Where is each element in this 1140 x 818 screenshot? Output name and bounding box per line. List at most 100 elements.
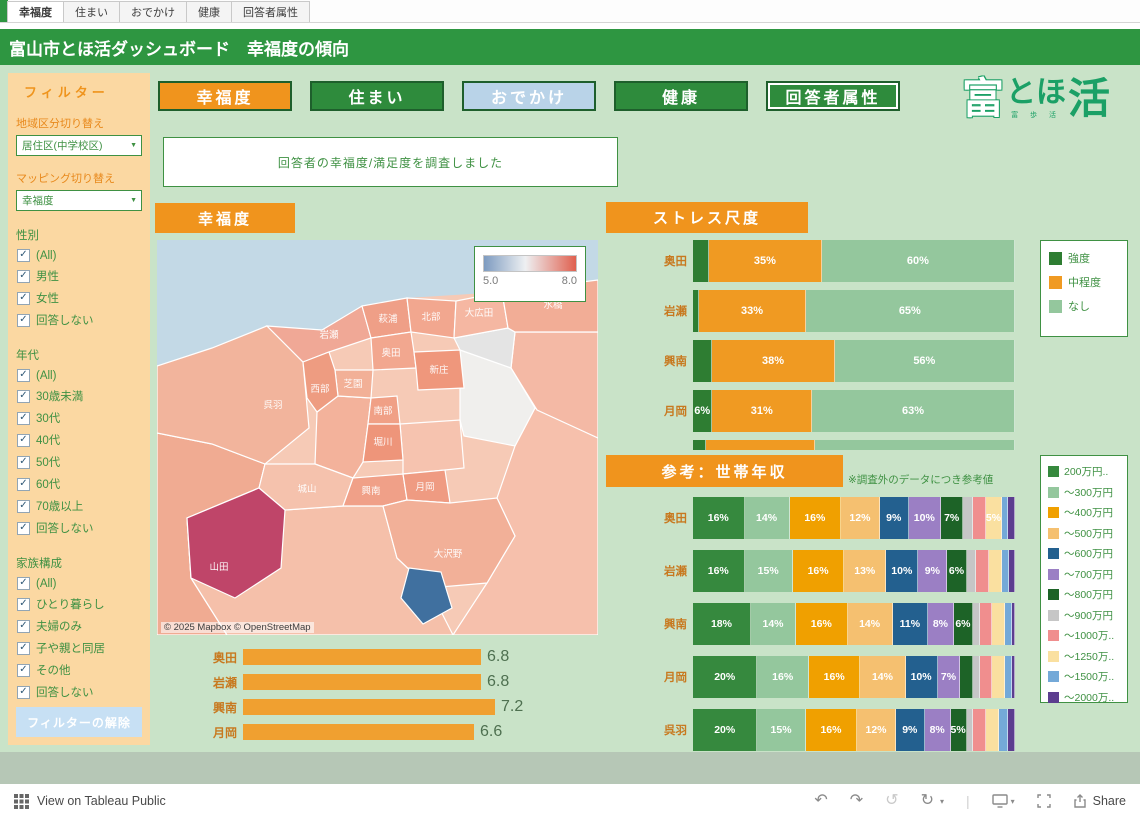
bar-segment[interactable]: 65% — [805, 290, 1015, 332]
bar-segment[interactable] — [705, 440, 816, 450]
bar-segment[interactable]: 14% — [750, 603, 797, 645]
bar-segment[interactable]: 7% — [937, 656, 961, 698]
nav-button-2[interactable]: おでかけ — [462, 81, 596, 111]
bar-segment[interactable]: 6% — [947, 550, 967, 592]
bar-segment[interactable] — [1008, 497, 1015, 539]
bar-segment[interactable] — [1008, 709, 1015, 751]
bar-segment[interactable]: 14% — [860, 656, 906, 698]
legend-item[interactable]: ～1000万.. — [1048, 628, 1120, 643]
bar-segment[interactable] — [1002, 550, 1009, 592]
bar-segment[interactable] — [992, 656, 1006, 698]
bar-segment[interactable] — [243, 674, 481, 690]
bar-segment[interactable]: 14% — [847, 603, 893, 645]
bar-segment[interactable]: 16% — [757, 656, 809, 698]
bar-segment[interactable] — [243, 724, 474, 740]
bar-segment[interactable] — [973, 656, 980, 698]
bar-segment[interactable] — [815, 440, 1015, 450]
bar-segment[interactable] — [693, 290, 700, 332]
checkbox[interactable]: ✓ — [17, 455, 30, 469]
bar-segment[interactable]: 16% — [805, 709, 858, 751]
bar-segment[interactable]: 15% — [757, 709, 806, 751]
legend-item[interactable]: ～800万円 — [1048, 587, 1120, 602]
bar-segment[interactable] — [979, 656, 993, 698]
filter-checkbox-row[interactable]: ✓ ひとり暮らし — [8, 593, 150, 615]
nav-button-1[interactable]: 住まい — [310, 81, 444, 111]
filter-checkbox-row[interactable]: ✓ 子や親と同居 — [8, 637, 150, 659]
bar-segment[interactable] — [992, 603, 1006, 645]
legend-item[interactable]: ～1250万.. — [1048, 649, 1120, 664]
bar-segment[interactable]: 15% — [744, 550, 793, 592]
bar-segment[interactable] — [1005, 656, 1012, 698]
bar-segment[interactable]: 56% — [834, 340, 1015, 382]
bar-segment[interactable]: 20% — [693, 709, 758, 751]
filter-checkbox-row[interactable]: ✓ (All) — [8, 574, 150, 593]
browser-tab-2[interactable]: おでかけ — [119, 1, 187, 22]
bar-segment[interactable]: 63% — [812, 390, 1015, 432]
bar-segment[interactable]: 5% — [950, 709, 967, 751]
bar-segment[interactable]: 6% — [693, 390, 713, 432]
bar-segment[interactable]: 16% — [792, 550, 845, 592]
filter-checkbox-row[interactable]: ✓ 回答しない — [8, 309, 150, 331]
bar-segment[interactable]: 12% — [841, 497, 880, 539]
map-district-西部[interactable] — [302, 351, 339, 413]
bar-segment[interactable] — [998, 709, 1009, 751]
filter-checkbox-row[interactable]: ✓ 30代 — [8, 407, 150, 429]
fullscreen-icon[interactable] — [1036, 794, 1051, 808]
bar-segment[interactable] — [243, 649, 481, 665]
checkbox[interactable]: ✓ — [17, 369, 30, 382]
undo-icon[interactable]: ↶ — [814, 792, 828, 809]
legend-item[interactable]: ～1500万.. — [1048, 669, 1120, 684]
browser-tab-0[interactable]: 幸福度 — [7, 1, 64, 22]
bar-segment[interactable] — [1011, 656, 1015, 698]
bar-segment[interactable]: 60% — [821, 240, 1015, 282]
tableau-public-link[interactable]: View on Tableau Public — [14, 793, 166, 809]
bar-segment[interactable]: 6% — [953, 603, 974, 645]
filter-checkbox-row[interactable]: ✓ 40代 — [8, 429, 150, 451]
bar-segment[interactable] — [960, 656, 974, 698]
filter-select-0[interactable]: 居住区(中学校区) ▼ — [16, 135, 142, 156]
legend-item[interactable]: ～2000万.. — [1048, 690, 1120, 705]
bar-segment[interactable]: 16% — [693, 497, 745, 539]
map-district[interactable] — [399, 419, 465, 475]
checkbox[interactable]: ✓ — [17, 663, 30, 677]
checkbox[interactable]: ✓ — [17, 499, 30, 513]
bar-segment[interactable]: 11% — [892, 603, 929, 645]
filter-checkbox-row[interactable]: ✓ 回答しない — [8, 517, 150, 539]
checkbox[interactable]: ✓ — [17, 619, 30, 633]
bar-segment[interactable]: 10% — [908, 497, 941, 539]
map-district-呉羽[interactable] — [157, 325, 310, 465]
checkbox[interactable]: ✓ — [17, 597, 30, 611]
bar-segment[interactable] — [963, 497, 974, 539]
bar-segment[interactable] — [966, 709, 974, 751]
bar-segment[interactable]: 10% — [905, 656, 938, 698]
checkbox[interactable]: ✓ — [17, 521, 30, 535]
redo-icon[interactable]: ↷ — [849, 792, 864, 809]
checkbox[interactable]: ✓ — [17, 433, 30, 447]
bar-segment[interactable] — [1002, 497, 1009, 539]
bar-segment[interactable] — [1008, 550, 1015, 592]
checkbox[interactable]: ✓ — [17, 685, 30, 699]
map-district-山田[interactable] — [186, 487, 286, 599]
browser-tab-1[interactable]: 住まい — [63, 1, 120, 22]
nav-button-0[interactable]: 幸福度 — [158, 81, 292, 111]
bar-segment[interactable]: 9% — [879, 497, 909, 539]
device-preview-button[interactable]: ▾ — [991, 794, 1015, 808]
checkbox[interactable]: ✓ — [17, 411, 30, 425]
bar-segment[interactable]: 31% — [712, 390, 813, 432]
checkbox[interactable]: ✓ — [17, 577, 30, 590]
bar-segment[interactable]: 14% — [744, 497, 790, 539]
legend-item[interactable]: ～400万円 — [1048, 505, 1120, 520]
checkbox[interactable]: ✓ — [17, 249, 30, 262]
bar-segment[interactable] — [1011, 603, 1015, 645]
map-district-堀川[interactable] — [362, 423, 404, 463]
filter-select-1[interactable]: 幸福度 ▼ — [16, 190, 142, 211]
legend-item[interactable]: ～900万円 — [1048, 608, 1120, 623]
filter-checkbox-row[interactable]: ✓ 50代 — [8, 451, 150, 473]
map-district-新庄[interactable] — [413, 349, 465, 391]
legend-item[interactable]: ～300万円 — [1048, 485, 1120, 500]
browser-tab-3[interactable]: 健康 — [186, 1, 232, 22]
filter-checkbox-row[interactable]: ✓ 30歳未満 — [8, 385, 150, 407]
filter-checkbox-row[interactable]: ✓ 60代 — [8, 473, 150, 495]
filter-checkbox-row[interactable]: ✓ 女性 — [8, 287, 150, 309]
bar-segment[interactable]: 16% — [789, 497, 842, 539]
